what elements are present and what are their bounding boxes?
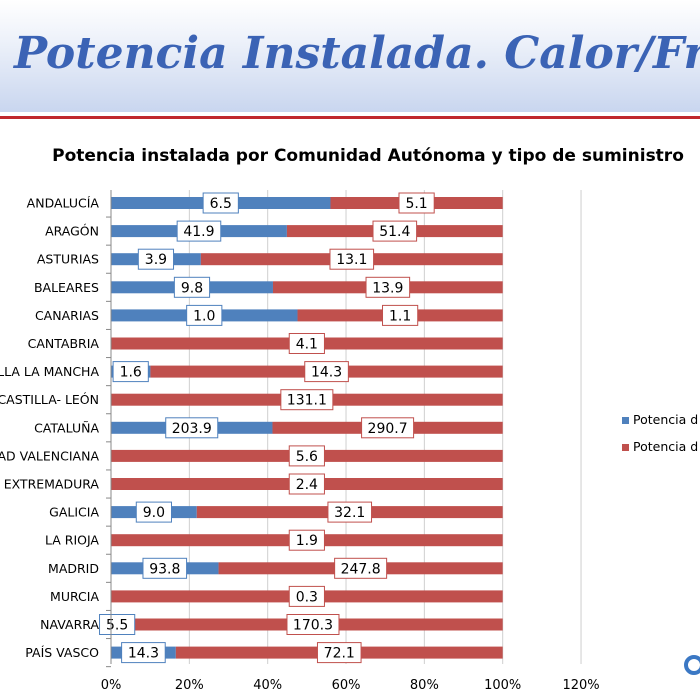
slide-header: Potencia Instalada. Calor/Frío	[0, 0, 700, 112]
data-label: 13.9	[372, 280, 403, 296]
data-label: 247.8	[341, 561, 381, 577]
data-label: 4.1	[296, 337, 318, 353]
data-label-box	[288, 445, 325, 467]
data-label: 0.3	[296, 589, 318, 605]
logo-mark	[684, 655, 700, 675]
data-label: 5.5	[106, 618, 128, 634]
data-label-box	[382, 304, 419, 326]
category-label: MADRID	[48, 561, 99, 576]
data-label-box	[361, 417, 415, 439]
data-label-box	[142, 557, 188, 579]
data-label-box	[137, 248, 175, 270]
data-label-box	[280, 389, 334, 411]
data-label-box	[334, 557, 388, 579]
legend-swatch	[622, 417, 629, 424]
chart-title: Potencia instalada por Comunidad Autónom…	[52, 146, 684, 166]
category-label: CASTILLA- LEÓN	[0, 392, 99, 407]
data-label-box	[329, 248, 375, 270]
data-label-box	[165, 417, 219, 439]
data-label-box	[304, 361, 349, 383]
data-label: 5.1	[405, 196, 427, 212]
data-label: 41.9	[183, 224, 214, 240]
x-tick-label: 20%	[175, 678, 204, 693]
x-tick-label: 0%	[101, 678, 122, 693]
data-label-box	[288, 473, 325, 495]
data-label: 1.6	[120, 365, 142, 381]
category-label: LA RIOJA	[45, 533, 99, 548]
x-tick-label: 80%	[410, 678, 439, 693]
category-label: COMUNIDAD VALENCIANA	[0, 448, 99, 463]
x-tick-label: 40%	[253, 678, 282, 693]
data-label-box	[327, 501, 373, 523]
data-label: 93.8	[149, 561, 180, 577]
data-label-box	[112, 361, 149, 383]
data-label-box	[372, 220, 418, 242]
slide-title: Potencia Instalada. Calor/Frío	[14, 28, 700, 79]
data-label: 9.0	[143, 505, 165, 521]
data-label-box	[286, 614, 340, 635]
data-label: 9.8	[181, 280, 203, 296]
data-label: 1.1	[389, 308, 411, 324]
category-label: ARAGÓN	[45, 224, 99, 239]
data-label-box	[202, 192, 239, 214]
category-label: EXTREMADURA	[4, 477, 100, 492]
header-divider	[0, 116, 700, 119]
data-label: 72.1	[324, 646, 355, 662]
legend-label: Potencia d	[633, 439, 698, 454]
data-label-box	[173, 276, 211, 298]
x-tick-label: 100%	[484, 678, 521, 693]
data-label-box	[121, 642, 166, 664]
category-label: CATALUÑA	[34, 420, 99, 435]
category-label: ANDALUCÍA	[27, 196, 100, 211]
data-label: 1.9	[296, 533, 318, 549]
data-label-box	[365, 276, 411, 298]
data-label: 290.7	[368, 421, 408, 437]
data-label: 131.1	[287, 393, 327, 409]
category-label: PAÍS VASCO	[25, 645, 99, 660]
data-label: 2.4	[296, 477, 318, 493]
data-label: 5.6	[296, 449, 318, 465]
data-label-box	[288, 529, 325, 551]
category-label: CASTILLA LA MANCHA	[0, 364, 99, 379]
data-label: 32.1	[334, 505, 365, 521]
data-label-box	[316, 642, 362, 664]
category-label: NAVARRA	[40, 617, 99, 632]
category-label: GALICIA	[49, 505, 99, 520]
data-label: 14.3	[311, 365, 342, 381]
data-label: 170.3	[293, 618, 333, 634]
category-label: MURCIA	[50, 589, 99, 604]
legend-swatch	[622, 444, 629, 451]
data-label-box	[186, 304, 223, 326]
data-label: 6.5	[210, 196, 232, 212]
data-label-box	[288, 585, 325, 607]
x-tick-label: 60%	[332, 678, 361, 693]
category-label: BALEARES	[34, 280, 99, 295]
data-label-box	[135, 501, 172, 523]
data-label-box	[288, 333, 325, 354]
data-label: 1.0	[193, 308, 215, 324]
legend-label: Potencia d	[633, 412, 698, 427]
category-label: ASTURIAS	[37, 252, 99, 267]
data-label-box	[99, 614, 136, 635]
data-label: 3.9	[145, 252, 167, 268]
x-tick-label: 120%	[562, 678, 599, 693]
data-label-box	[176, 220, 222, 242]
data-label: 14.3	[128, 646, 159, 662]
data-label: 51.4	[379, 224, 410, 240]
category-label: CANTABRIA	[28, 336, 100, 351]
data-label-box	[398, 192, 435, 214]
category-label: CANARIAS	[35, 308, 99, 323]
data-label: 203.9	[172, 421, 212, 437]
data-label: 13.1	[336, 252, 367, 268]
